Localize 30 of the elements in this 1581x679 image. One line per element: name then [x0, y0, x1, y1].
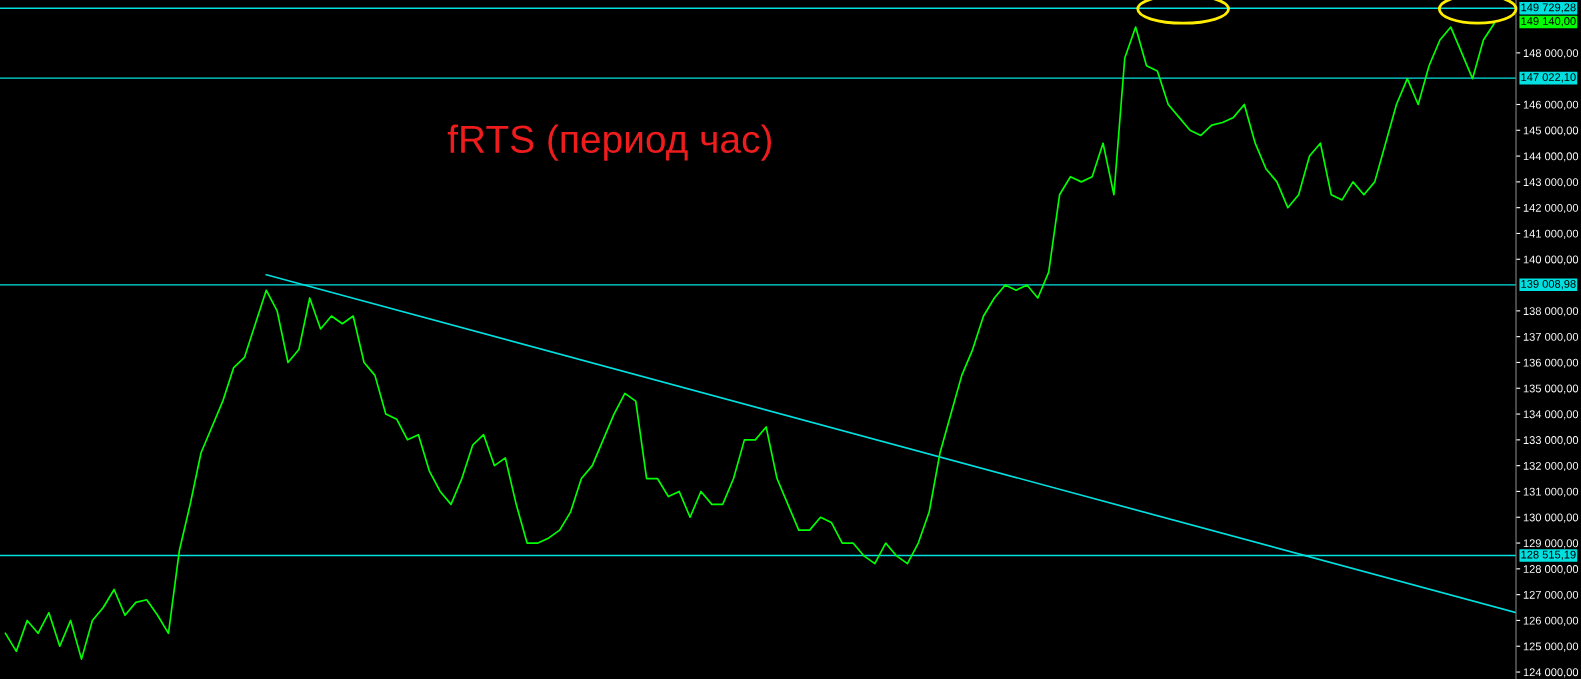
y-tick-label: 133 000,00 [1523, 436, 1579, 446]
ref-line-label: 149 729,28 [1521, 3, 1576, 13]
y-tick-label: 135 000,00 [1523, 384, 1579, 394]
y-tick-label: 129 000,00 [1523, 539, 1579, 549]
ref-line-label: 139 008,98 [1521, 279, 1576, 290]
y-tick-label: 144 000,00 [1523, 152, 1579, 162]
y-tick-label: 140 000,00 [1523, 255, 1579, 265]
y-tick-label: 145 000,00 [1523, 126, 1579, 136]
ref-line-label: 147 022,10 [1521, 73, 1576, 83]
y-tick-label: 148 000,00 [1523, 49, 1579, 59]
ref-line-label: 128 515,19 [1521, 550, 1576, 560]
y-tick-label: 132 000,00 [1523, 461, 1579, 472]
y-tick-label: 128 000,00 [1523, 565, 1579, 575]
y-tick-label: 137 000,00 [1523, 332, 1579, 343]
y-tick-label: 138 000,00 [1523, 307, 1579, 317]
text: fRTS (период час) [447, 124, 772, 161]
text: 149 140,00 [1521, 17, 1576, 27]
line-series [4, 22, 1496, 660]
y-tick-label: 124 000,00 [1523, 668, 1579, 678]
y-tick-label: 126 000,00 [1523, 616, 1579, 626]
y-tick-label: 130 000,00 [1523, 513, 1579, 523]
y-tick-label: 127 000,00 [1523, 590, 1579, 601]
y-tick-label: 131 000,00 [1523, 487, 1579, 497]
y-tick-label: 142 000,00 [1523, 203, 1579, 214]
y-tick-label: 136 000,00 [1523, 358, 1579, 368]
y-tick-label: 134 000,00 [1523, 410, 1579, 420]
y-tick-label: 125 000,00 [1523, 642, 1579, 652]
y-tick-label: 143 000,00 [1523, 178, 1579, 188]
y-tick-label: 141 000,00 [1523, 229, 1579, 239]
y-tick-label: 146 000,00 [1523, 100, 1579, 110]
